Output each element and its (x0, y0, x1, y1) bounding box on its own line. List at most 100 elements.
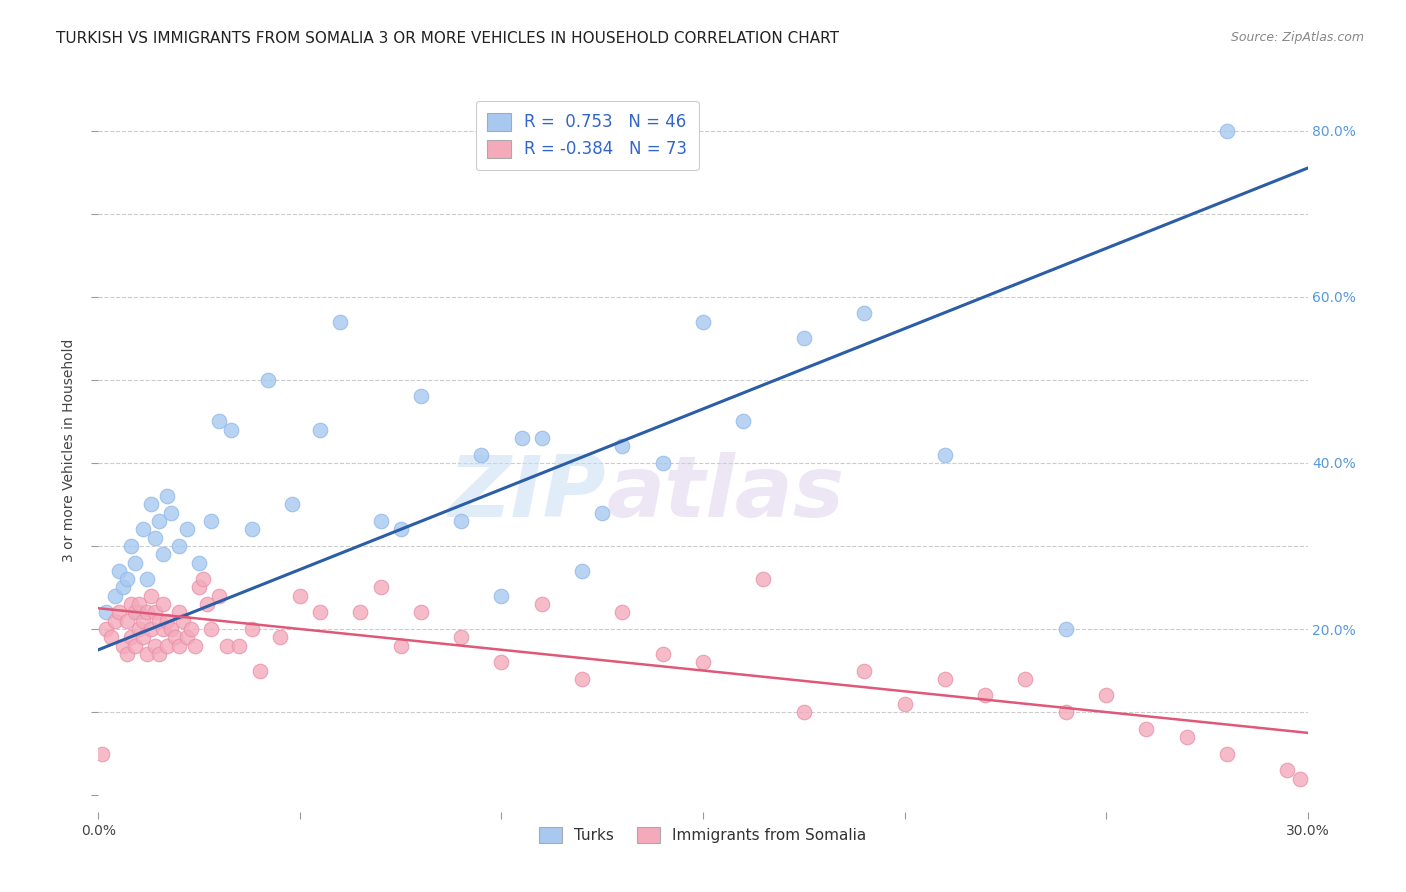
Point (591, 506, 613, 520)
Point (103, 614, 125, 628)
Point (188, 581, 211, 595)
Point (934, 448, 956, 462)
Point (132, 614, 155, 628)
Point (167, 539, 190, 553)
Point (733, 414, 755, 428)
Point (176, 630, 198, 644)
Point (208, 589, 231, 603)
Point (329, 315, 352, 329)
Point (163, 630, 186, 644)
Point (135, 572, 157, 586)
Text: Source: ZipAtlas.com: Source: ZipAtlas.com (1230, 31, 1364, 45)
Point (1288, 772, 1310, 786)
Point (1216, 747, 1239, 761)
Point (510, 431, 533, 445)
Point (180, 622, 202, 636)
Point (571, 564, 593, 578)
Text: atlas: atlas (606, 452, 845, 535)
Point (288, 589, 311, 603)
Point (128, 597, 150, 611)
Point (115, 614, 138, 628)
Point (853, 664, 876, 678)
Point (172, 614, 194, 628)
Point (470, 448, 492, 462)
Point (309, 606, 332, 620)
Point (120, 630, 142, 644)
Point (269, 630, 291, 644)
Point (156, 639, 179, 653)
Point (571, 672, 593, 686)
Point (143, 639, 166, 653)
Point (240, 622, 263, 636)
Point (793, 705, 815, 719)
Point (491, 589, 513, 603)
Point (409, 389, 432, 403)
Point (188, 556, 211, 570)
Point (651, 456, 673, 470)
Point (96, 622, 118, 636)
Point (167, 606, 190, 620)
Point (148, 514, 170, 528)
Point (124, 606, 146, 620)
Point (120, 597, 142, 611)
Y-axis label: 3 or more Vehicles in Household: 3 or more Vehicles in Household (62, 339, 76, 562)
Point (208, 414, 231, 428)
Point (200, 622, 222, 636)
Text: ZIP: ZIP (449, 452, 606, 535)
Point (193, 572, 215, 586)
Point (139, 589, 162, 603)
Point (530, 431, 553, 445)
Point (152, 597, 174, 611)
Point (228, 639, 250, 653)
Point (1277, 763, 1299, 777)
Point (249, 664, 271, 678)
Point (107, 564, 129, 578)
Point (1054, 622, 1077, 636)
Point (1054, 705, 1077, 719)
Point (1135, 722, 1157, 736)
Point (934, 672, 956, 686)
Point (96, 606, 118, 620)
Point (148, 614, 170, 628)
Point (100, 630, 122, 644)
Point (152, 547, 174, 561)
Point (256, 373, 278, 387)
Point (91, 747, 114, 761)
Point (281, 498, 304, 512)
Point (853, 306, 876, 320)
Point (389, 522, 412, 536)
Point (111, 639, 134, 653)
Point (530, 597, 553, 611)
Point (651, 647, 673, 661)
Point (612, 606, 634, 620)
Point (974, 689, 997, 703)
Point (349, 606, 371, 620)
Point (370, 514, 392, 528)
Point (450, 630, 472, 644)
Point (128, 622, 150, 636)
Point (1175, 730, 1198, 744)
Point (132, 522, 155, 536)
Point (139, 498, 162, 512)
Point (1014, 672, 1036, 686)
Point (176, 522, 198, 536)
Point (692, 655, 714, 669)
Point (409, 606, 432, 620)
Point (139, 622, 162, 636)
Point (135, 647, 157, 661)
Point (143, 606, 166, 620)
Point (217, 639, 239, 653)
Point (115, 647, 138, 661)
Point (111, 581, 134, 595)
Text: TURKISH VS IMMIGRANTS FROM SOMALIA 3 OR MORE VEHICLES IN HOUSEHOLD CORRELATION C: TURKISH VS IMMIGRANTS FROM SOMALIA 3 OR … (56, 31, 839, 46)
Point (195, 597, 218, 611)
Point (184, 639, 207, 653)
Point (135, 606, 157, 620)
Point (200, 514, 222, 528)
Point (309, 423, 332, 437)
Point (389, 639, 412, 653)
Point (221, 423, 243, 437)
Point (132, 630, 155, 644)
Point (1095, 689, 1118, 703)
Point (893, 697, 915, 711)
